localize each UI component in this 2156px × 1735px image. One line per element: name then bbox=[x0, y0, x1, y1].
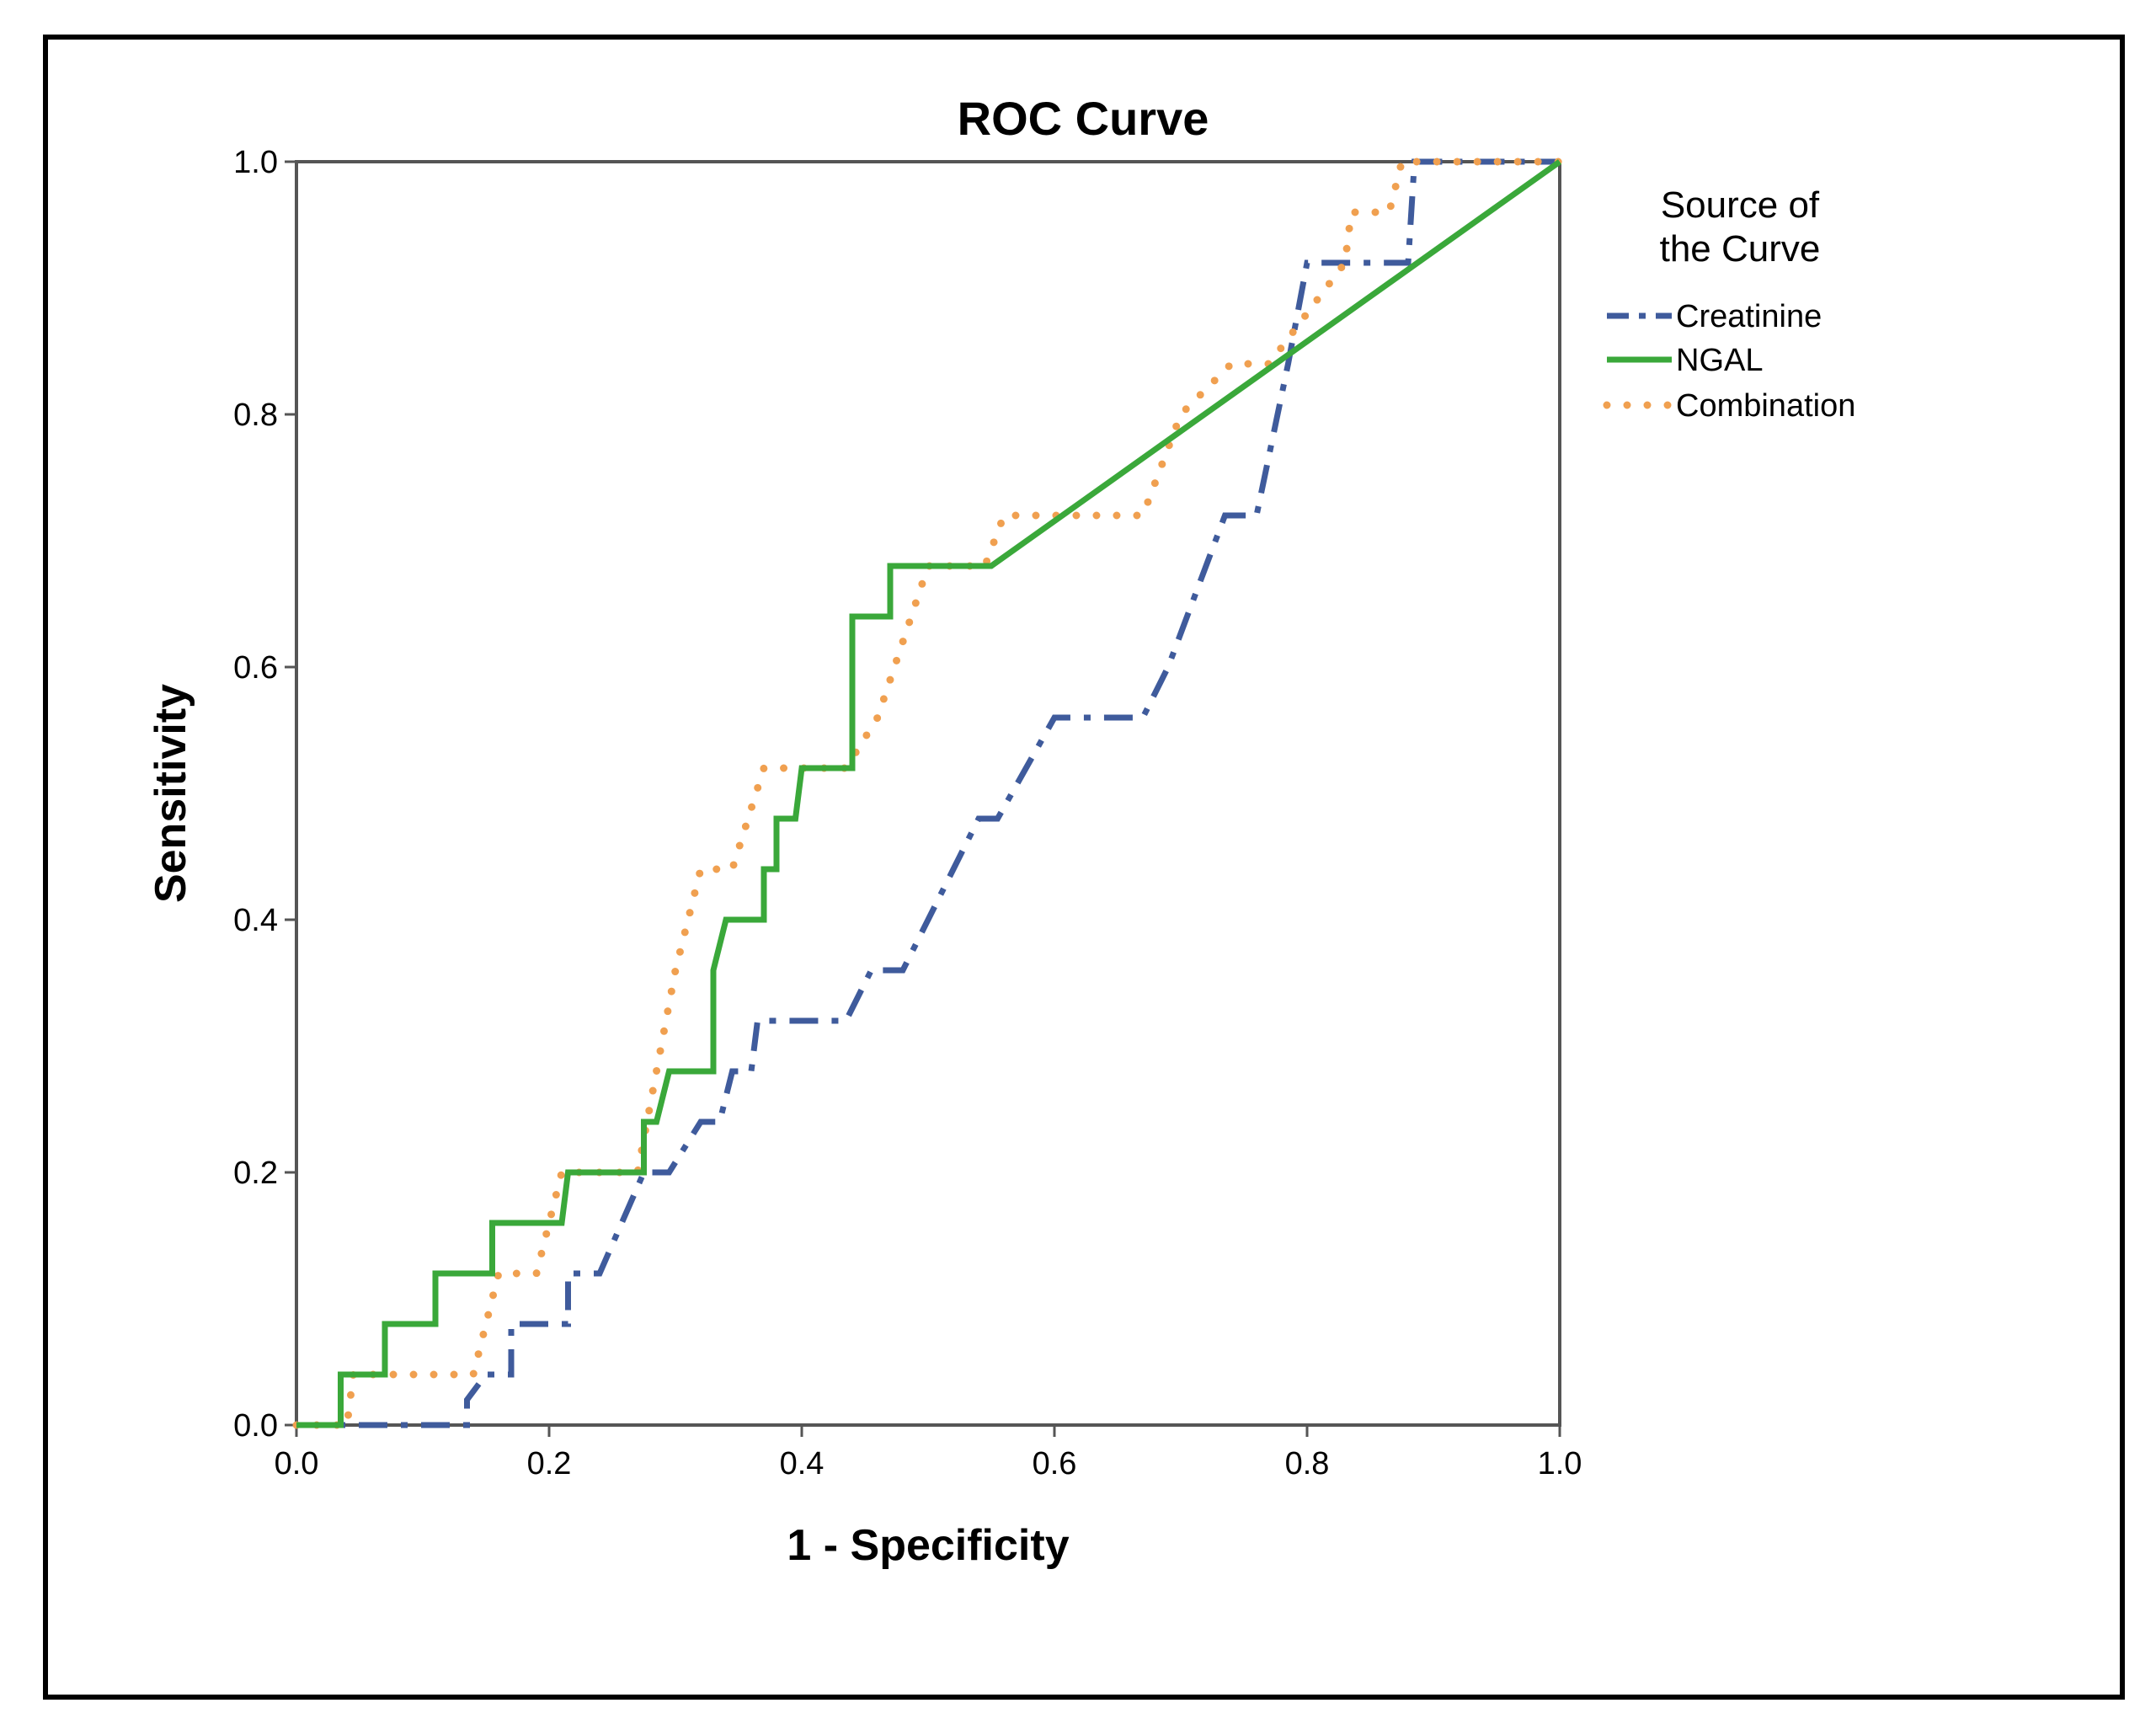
y-tick-label: 0.0 bbox=[233, 1408, 278, 1444]
y-tick-label: 0.8 bbox=[233, 398, 278, 433]
plot-area bbox=[295, 160, 1561, 1427]
chart-title: ROC Curve bbox=[958, 92, 1209, 145]
series-line-ngal bbox=[296, 159, 1562, 1428]
legend-label-ngal: NGAL bbox=[1676, 343, 1763, 378]
x-tick-label: 1.0 bbox=[1538, 1446, 1582, 1481]
legend-items: Creatinine NGAL Combination bbox=[1603, 299, 1855, 424]
series-line-creatinine bbox=[296, 158, 1560, 1428]
x-tick-label: 0.2 bbox=[527, 1446, 572, 1481]
series-line-combination bbox=[292, 157, 1564, 1429]
y-tick-label: 0.2 bbox=[233, 1156, 278, 1191]
legend-title-line-2: the Curve bbox=[1660, 228, 1821, 270]
series-layer bbox=[292, 157, 1564, 1429]
y-tick-label: 0.4 bbox=[233, 903, 278, 938]
x-tick-label: 0.6 bbox=[1033, 1446, 1077, 1481]
legend: Source of the Curve Creatinine NGAL Combin… bbox=[1603, 184, 1855, 424]
x-tick-label: 0.0 bbox=[275, 1446, 319, 1481]
y-axis: 0.0 0.2 0.4 0.6 0.8 1.0 bbox=[233, 145, 296, 1444]
legend-label-combination: Combination bbox=[1676, 388, 1855, 424]
y-tick-label: 1.0 bbox=[233, 145, 278, 180]
x-tick-label: 0.8 bbox=[1285, 1446, 1330, 1481]
chart-frame bbox=[43, 35, 2125, 1700]
x-tick-label: 0.4 bbox=[780, 1446, 825, 1481]
y-axis-label: Sensitivity bbox=[147, 684, 195, 903]
legend-title-line-1: Source of bbox=[1661, 184, 1820, 226]
legend-label-creatinine: Creatinine bbox=[1676, 299, 1822, 334]
y-tick-label: 0.6 bbox=[233, 650, 278, 686]
x-axis-label: 1 - Specificity bbox=[787, 1521, 1069, 1570]
x-axis: 0.0 0.2 0.4 0.6 0.8 1.0 bbox=[275, 1425, 1582, 1481]
